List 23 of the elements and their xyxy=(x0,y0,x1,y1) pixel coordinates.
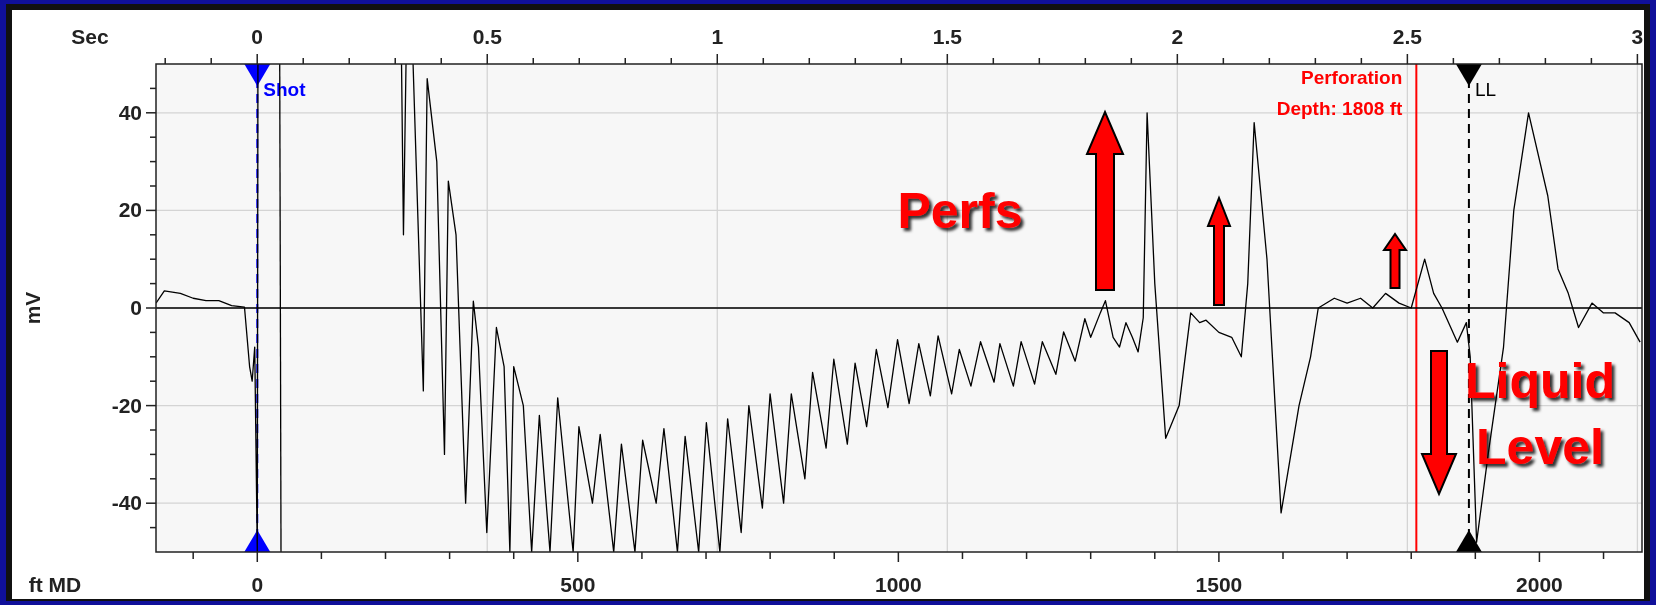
x-tick-label: 500 xyxy=(560,573,596,596)
ref-line-label: LL xyxy=(1474,79,1497,100)
x2-tick-label: 0.5 xyxy=(472,25,503,48)
x-tick-label: 2000 xyxy=(1516,573,1563,596)
x2-tick-label: 1.5 xyxy=(932,25,963,48)
x2-tick-label: 2 xyxy=(1171,25,1184,48)
x2-tick-label: 1 xyxy=(711,25,724,48)
y-tick-label: 20 xyxy=(118,198,142,222)
y-axis-title: mV xyxy=(21,291,44,325)
y-tick-label: 40 xyxy=(118,100,142,124)
x2-tick-label: 2.5 xyxy=(1392,25,1423,48)
x-tick-label: 1500 xyxy=(1195,573,1243,596)
x2-tick-label: 0 xyxy=(251,25,264,48)
x-tick-label: 0 xyxy=(251,573,264,596)
x2-axis-title: Sec xyxy=(71,25,109,48)
ref-line-label: Perforation Depth: 1808 ft xyxy=(1276,67,1404,119)
annotation: Perfs xyxy=(897,183,1023,239)
y-tick-label: 0 xyxy=(130,296,142,319)
y-tick-label: -40 xyxy=(111,491,142,515)
x2-tick-label: 3 xyxy=(1631,25,1644,48)
y-tick-label: -20 xyxy=(111,393,142,417)
x-axis-title: ft MD xyxy=(28,573,82,596)
x-tick-label: 1000 xyxy=(875,573,922,596)
